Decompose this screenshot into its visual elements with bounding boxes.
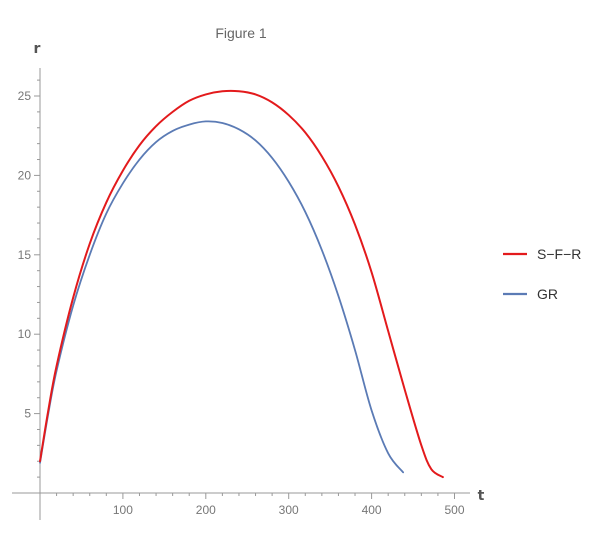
x-tick-label: 300	[279, 503, 299, 517]
y-tick-label: 10	[18, 327, 32, 341]
legend: S−F−R GR	[503, 246, 581, 302]
y-tick-label: 5	[24, 407, 31, 421]
y-tick-label: 25	[18, 89, 32, 103]
x-tick-label: 500	[444, 503, 464, 517]
x-axis-title: t	[478, 488, 485, 504]
series-line-s-f-r	[39, 89, 444, 479]
y-axis-title: r	[34, 41, 41, 57]
y-tick-label: 20	[18, 168, 32, 182]
y-tick-label: 15	[18, 248, 32, 262]
x-tick-label: 100	[113, 503, 133, 517]
chart-title: Figure 1	[215, 25, 267, 41]
x-tick-label: 400	[362, 503, 382, 517]
series-line-gr	[39, 120, 404, 474]
x-tick-label: 200	[196, 503, 216, 517]
series-layer	[39, 89, 444, 479]
legend-label-gr: GR	[537, 286, 558, 302]
axes: 100 200 300 400 500 5 10 15 20 25	[12, 68, 470, 520]
legend-label-s-f-r: S−F−R	[537, 246, 581, 262]
